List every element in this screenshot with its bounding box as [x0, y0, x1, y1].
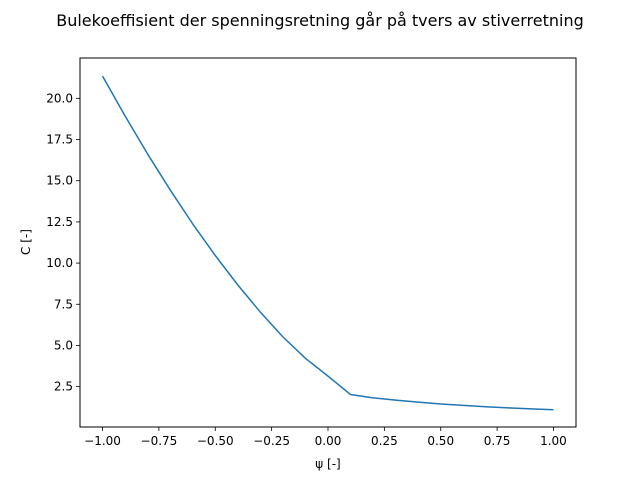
x-tick-label: 0.50 — [427, 434, 454, 448]
y-axis-label: C [-] — [19, 229, 33, 255]
chart-title: Bulekoeffisient der spenningsretning går… — [56, 11, 584, 30]
x-tick-label: −0.25 — [253, 434, 290, 448]
y-tick-label: 5.0 — [54, 338, 73, 352]
x-tick-label: 0.75 — [484, 434, 511, 448]
y-axis: 2.5 5.0 7.5 10.0 12.5 15.0 17.5 20.0 — [46, 91, 80, 394]
plot-frame — [79, 57, 577, 428]
y-tick-label: 17.5 — [46, 133, 73, 147]
x-tick-label: 0.25 — [371, 434, 398, 448]
y-tick-label: 10.0 — [46, 256, 73, 270]
y-tick-label: 7.5 — [54, 297, 73, 311]
y-tick-label: 12.5 — [46, 215, 73, 229]
x-axis: −1.00 −0.75 −0.50 −0.25 0.00 0.25 0.50 0.75 1.00 — [84, 427, 567, 448]
x-tick-label: −0.75 — [141, 434, 178, 448]
x-tick-label: 0.00 — [315, 434, 342, 448]
x-tick-label: 1.00 — [540, 434, 567, 448]
x-axis-label: ψ [-] — [315, 457, 340, 471]
y-tick-label: 20.0 — [46, 91, 73, 105]
series-line — [101, 75, 554, 411]
series-group — [101, 75, 554, 411]
x-tick-label: −1.00 — [84, 434, 121, 448]
y-tick-label: 15.0 — [46, 174, 73, 188]
y-tick-label: 2.5 — [54, 380, 73, 394]
x-tick-label: −0.50 — [197, 434, 234, 448]
